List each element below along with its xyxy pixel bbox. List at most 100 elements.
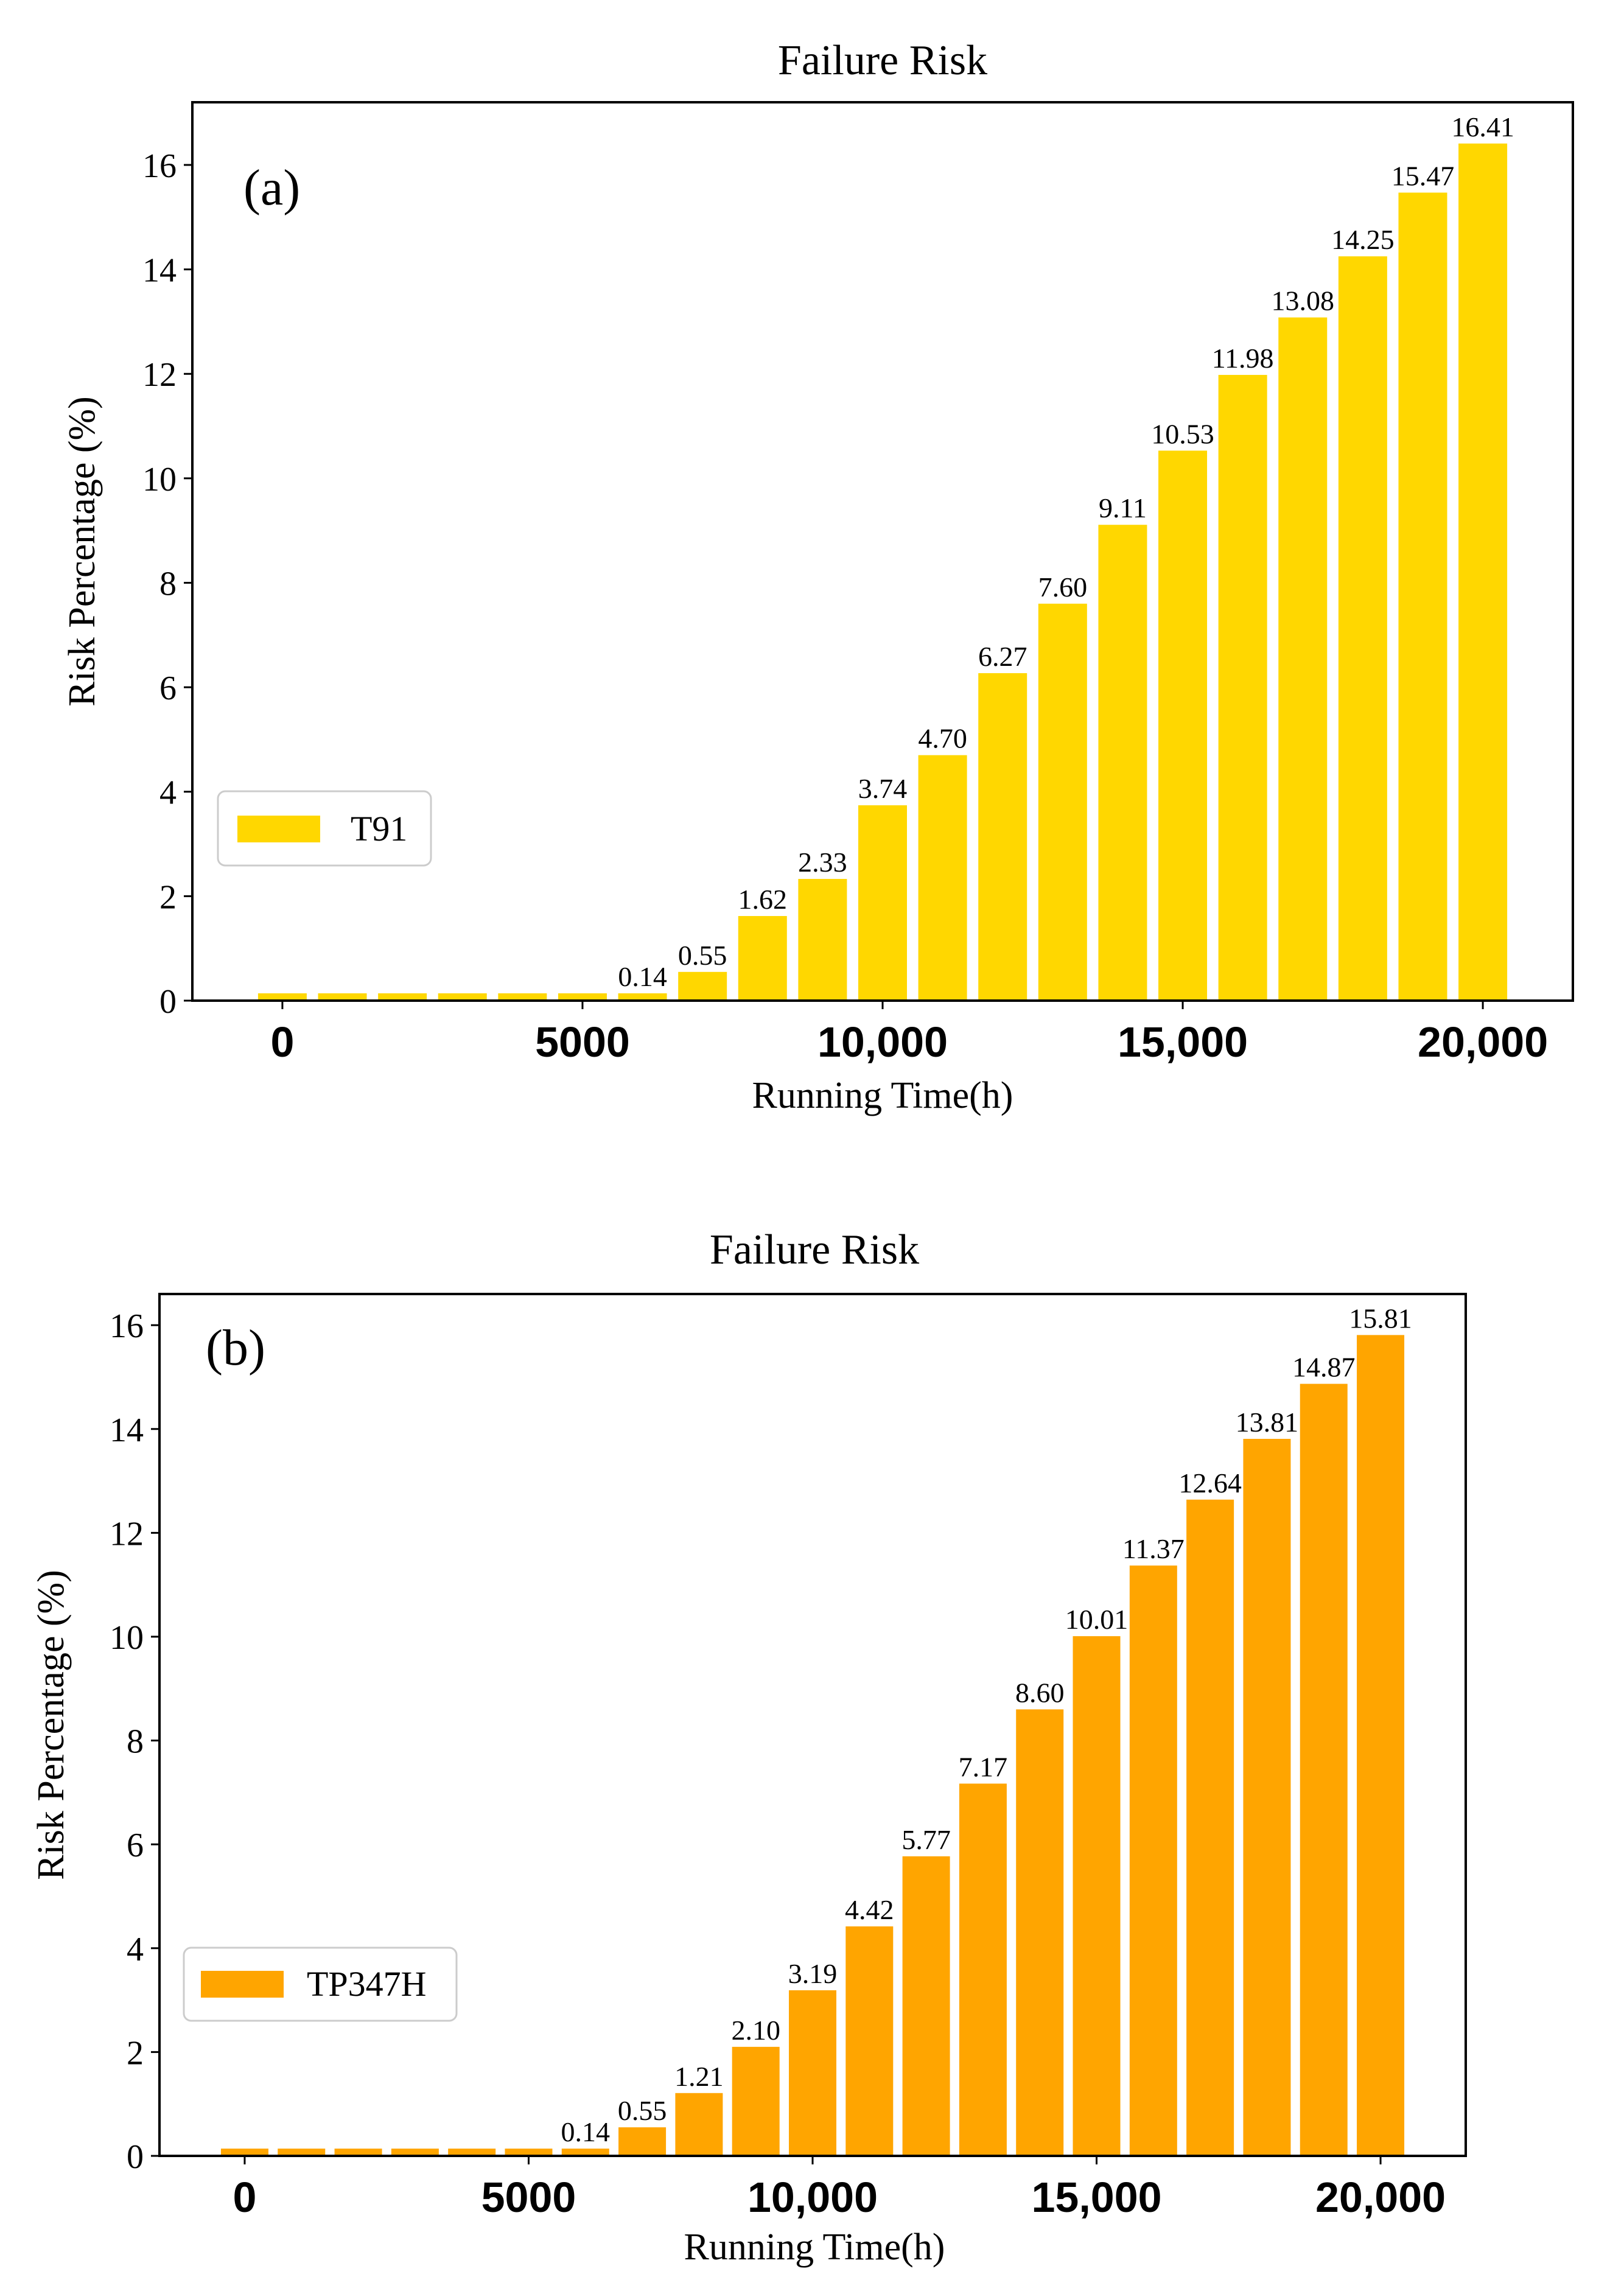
bar xyxy=(1038,603,1087,1001)
bar-series xyxy=(220,1335,1405,2156)
data-label: 11.37 xyxy=(1122,1533,1185,1564)
data-label: 13.81 xyxy=(1236,1407,1299,1438)
y-tick-label: 0 xyxy=(159,983,177,1021)
bar xyxy=(448,2149,496,2156)
y-tick-label: 2 xyxy=(159,878,177,916)
bar xyxy=(798,879,847,1001)
chart-b: Failure Risk 0.140.551.212.10 3.19 4.42 5.7… xyxy=(30,1226,1467,2268)
bar xyxy=(675,2093,723,2156)
bar xyxy=(959,1783,1007,2156)
data-label: 8.60 xyxy=(1015,1677,1065,1708)
x-tick-label: 10,000 xyxy=(817,1018,948,1066)
x-tick-label: 5000 xyxy=(535,1018,630,1066)
data-label: 0.14 xyxy=(618,961,667,992)
bar xyxy=(257,993,307,1001)
bar xyxy=(1300,1383,1348,2156)
data-label: 7.60 xyxy=(1038,572,1088,603)
bar xyxy=(561,2149,609,2156)
y-tick-label: 6 xyxy=(159,670,177,707)
data-label: 0.55 xyxy=(678,940,727,971)
bar xyxy=(902,1856,950,2156)
data-label: 1.21 xyxy=(674,2061,724,2092)
bar xyxy=(220,2149,268,2156)
y-axis-title: Risk Percentage (%) xyxy=(61,396,103,707)
bar xyxy=(378,993,427,1001)
x-tick-label: 20,000 xyxy=(1315,2174,1446,2221)
data-label: 6.27 xyxy=(978,641,1027,672)
y-tick-label: 8 xyxy=(127,1723,144,1761)
data-label: 9.11 xyxy=(1099,492,1147,523)
x-tick-label: 0 xyxy=(233,2174,256,2221)
bar xyxy=(1098,525,1147,1001)
bar xyxy=(1357,1335,1405,2156)
y-tick-label: 10 xyxy=(110,1619,144,1657)
data-label: 3.74 xyxy=(858,773,908,804)
chart-title: Failure Risk xyxy=(710,1226,919,1273)
bar xyxy=(1218,374,1267,1001)
x-tick-label: 15,000 xyxy=(1118,1018,1248,1066)
bar xyxy=(1278,317,1328,1001)
data-label: 15.47 xyxy=(1391,160,1455,191)
x-axis-title: Running Time(h) xyxy=(684,2226,945,2268)
x-tick-label: 0 xyxy=(270,1018,294,1066)
y-axis: 0 2 4 6 8 10 12 14 16 xyxy=(110,1307,159,2176)
data-label: 11.98 xyxy=(1212,343,1274,374)
bar xyxy=(732,2046,780,2156)
x-tick-label: 15,000 xyxy=(1031,2174,1161,2221)
x-axis: 0 5000 10,000 15,000 20,000 xyxy=(233,2156,1446,2221)
bar xyxy=(318,993,367,1001)
bar xyxy=(1186,1499,1234,2156)
legend-frame xyxy=(183,1946,458,2022)
bar xyxy=(1158,450,1208,1001)
bar xyxy=(918,755,967,1001)
data-label: 12.64 xyxy=(1178,1467,1242,1499)
bar xyxy=(1016,1709,1064,2156)
data-label: 1.62 xyxy=(738,884,788,915)
bar xyxy=(438,993,487,1001)
x-tick-label: 10,000 xyxy=(747,2174,878,2221)
data-label: 2.33 xyxy=(798,847,847,878)
y-tick-label: 14 xyxy=(110,1411,144,1449)
data-label: 14.25 xyxy=(1331,224,1395,255)
bar-series xyxy=(257,143,1508,1001)
y-axis-title: Risk Percentage (%) xyxy=(30,1570,72,1880)
data-label: 10.53 xyxy=(1151,418,1214,449)
data-labels: 0.140.551.212.10 3.19 4.42 5.77 7.17 8.60 10.0… xyxy=(561,1303,1412,2147)
y-tick-label: 10 xyxy=(142,461,177,498)
y-tick-label: 4 xyxy=(159,774,177,812)
data-label: 14.87 xyxy=(1292,1352,1356,1383)
data-label: 16.41 xyxy=(1451,111,1514,142)
data-label: 13.08 xyxy=(1272,285,1335,317)
bar xyxy=(789,1990,836,2156)
data-label: 4.42 xyxy=(845,1894,894,1925)
data-label: 2.10 xyxy=(731,2015,780,2046)
data-label: 3.19 xyxy=(788,1958,838,1989)
bar xyxy=(618,993,667,1001)
legend-label: TP347H xyxy=(307,1964,427,2004)
y-tick-label: 0 xyxy=(127,2138,144,2176)
bar xyxy=(558,993,607,1001)
y-tick-label: 12 xyxy=(142,356,177,394)
bar xyxy=(505,2149,553,2156)
bar xyxy=(1338,256,1387,1001)
plot-frame xyxy=(191,101,1574,1002)
bar xyxy=(1243,1438,1291,2156)
y-tick-label: 16 xyxy=(110,1307,144,1345)
x-tick-label: 5000 xyxy=(481,2174,576,2221)
chart-title: Failure Risk xyxy=(778,37,987,84)
y-tick-label: 6 xyxy=(127,1827,144,1864)
legend: T91 xyxy=(217,790,432,867)
y-tick-label: 4 xyxy=(127,1931,144,1968)
y-tick-label: 16 xyxy=(142,147,177,185)
bar xyxy=(391,2149,439,2156)
data-label: 0.14 xyxy=(561,2116,611,2147)
bar xyxy=(1458,143,1508,1001)
legend-label: T91 xyxy=(351,809,407,848)
bar xyxy=(618,2127,667,2156)
legend: TP347H xyxy=(183,1946,458,2022)
x-axis: 0 5000 10,000 15,000 20,000 xyxy=(270,1001,1548,1066)
bar xyxy=(334,2149,382,2156)
legend-swatch xyxy=(201,1971,284,1998)
y-tick-label: 12 xyxy=(110,1515,144,1553)
